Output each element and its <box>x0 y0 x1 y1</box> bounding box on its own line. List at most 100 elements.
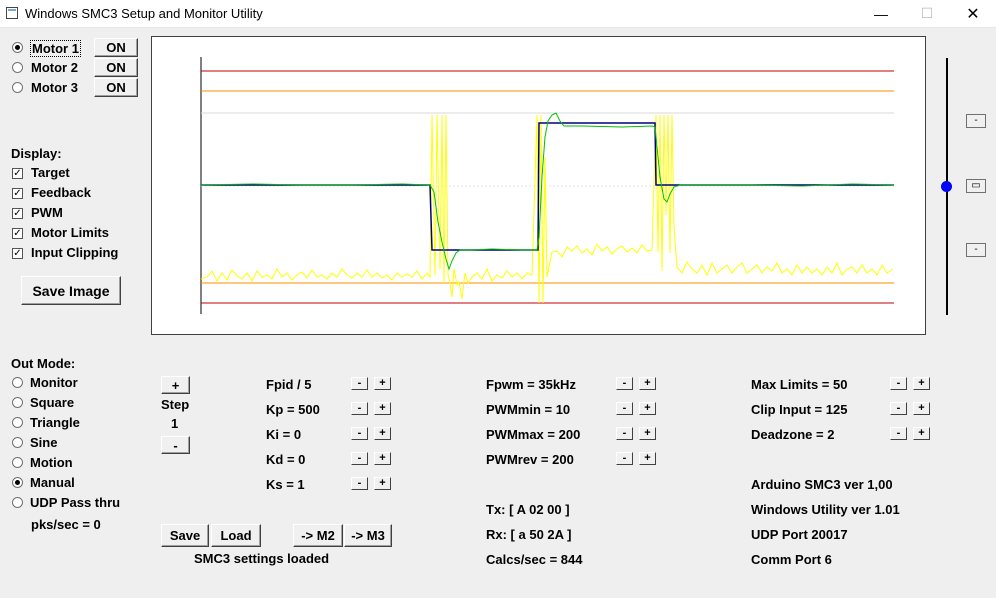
clip-input-label: Clip Input = 125 <box>751 402 848 417</box>
deadzone-minus-button[interactable]: - <box>890 427 907 440</box>
feedback-checkbox[interactable]: ✓ <box>12 188 23 199</box>
maximize-button[interactable]: ☐ <box>904 0 950 27</box>
motor-3-radio[interactable] <box>12 82 23 93</box>
motor-1-label: Motor 1 <box>30 40 81 57</box>
pwmmax-label: PWMmax = 200 <box>486 427 581 442</box>
pwmrev-plus-button[interactable]: + <box>639 452 656 465</box>
mode-udp-radio[interactable] <box>12 497 23 508</box>
utility-version: Windows Utility ver 1.01 <box>751 502 900 517</box>
motor-1-radio[interactable] <box>12 42 23 53</box>
level-slider-thumb[interactable] <box>941 181 952 192</box>
mode-udp-label: UDP Pass thru <box>30 495 121 510</box>
feedback-label: Feedback <box>31 185 91 200</box>
app-icon <box>6 7 18 19</box>
client-area: Motor 1 ON Motor 2 ON Motor 3 ON Display… <box>0 28 996 598</box>
step-plus-button[interactable]: + <box>161 376 190 394</box>
clip-input-minus-button[interactable]: - <box>890 402 907 415</box>
feedback-trace <box>200 112 895 271</box>
kd-label: Kd = 0 <box>266 452 306 467</box>
mode-manual-radio[interactable] <box>12 477 23 488</box>
mode-manual-label: Manual <box>30 475 75 490</box>
pwmmin-plus-button[interactable]: + <box>639 402 656 415</box>
ki-plus-button[interactable]: + <box>374 427 391 440</box>
save-button[interactable]: Save <box>161 524 209 547</box>
motor-3-label: Motor 3 <box>31 80 78 95</box>
load-button[interactable]: Load <box>211 524 261 547</box>
motor-2-label: Motor 2 <box>31 60 78 75</box>
pwm-label: PWM <box>31 205 63 220</box>
kd-minus-button[interactable]: - <box>351 452 368 465</box>
fpwm-minus-button[interactable]: - <box>616 377 633 390</box>
ki-label: Ki = 0 <box>266 427 302 442</box>
max-limits-minus-button[interactable]: - <box>890 377 907 390</box>
close-button[interactable]: ✕ <box>950 0 996 27</box>
max-limits-label: Max Limits = 50 <box>751 377 848 392</box>
step-minus-button[interactable]: - <box>161 436 190 454</box>
clip-input-plus-button[interactable]: + <box>913 402 930 415</box>
title-bar: Windows SMC3 Setup and Monitor Utility —… <box>0 0 996 28</box>
save-image-button[interactable]: Save Image <box>21 276 121 305</box>
comm-port: Comm Port 6 <box>751 552 832 567</box>
maximize-icon: ☐ <box>920 5 934 21</box>
mode-sine-radio[interactable] <box>12 437 23 448</box>
ki-minus-button[interactable]: - <box>351 427 368 440</box>
ks-plus-button[interactable]: + <box>374 477 391 490</box>
fpid-plus-button[interactable]: + <box>374 377 391 390</box>
slider-up-button[interactable]: - <box>966 114 986 128</box>
mode-square-radio[interactable] <box>12 397 23 408</box>
mode-triangle-radio[interactable] <box>12 417 23 428</box>
status-text: SMC3 settings loaded <box>194 551 330 566</box>
motor-limits-checkbox[interactable]: ✓ <box>12 228 23 239</box>
motor-2-on-button[interactable]: ON <box>94 58 138 77</box>
motor-limits-label: Motor Limits <box>31 225 109 240</box>
target-checkbox[interactable]: ✓ <box>12 168 23 179</box>
kd-plus-button[interactable]: + <box>374 452 391 465</box>
fpid-label: Fpid / 5 <box>266 377 312 392</box>
close-icon: ✕ <box>966 5 980 23</box>
pwm-checkbox[interactable]: ✓ <box>12 208 23 219</box>
udp-port: UDP Port 20017 <box>751 527 848 542</box>
pwmrev-label: PWMrev = 200 <box>486 452 574 467</box>
mode-triangle-label: Triangle <box>30 415 80 430</box>
step-label: Step <box>161 397 190 412</box>
max-limits-plus-button[interactable]: + <box>913 377 930 390</box>
minimize-icon: — <box>874 5 888 22</box>
rx-readout: Rx: [ a 50 2A ] <box>486 527 572 542</box>
motor-2-radio[interactable] <box>12 62 23 73</box>
pwmmax-minus-button[interactable]: - <box>616 427 633 440</box>
motor-3-on-button[interactable]: ON <box>94 78 138 97</box>
scope-plot-svg <box>200 57 895 314</box>
ks-minus-button[interactable]: - <box>351 477 368 490</box>
target-label: Target <box>31 165 70 180</box>
kp-plus-button[interactable]: + <box>374 402 391 415</box>
scope-plot <box>151 36 926 335</box>
mode-square-label: Square <box>30 395 75 410</box>
mode-motion-label: Motion <box>30 455 73 470</box>
minimize-button[interactable]: — <box>858 0 904 27</box>
slider-down-button[interactable]: - <box>966 243 986 257</box>
fpwm-plus-button[interactable]: + <box>639 377 656 390</box>
deadzone-plus-button[interactable]: + <box>913 427 930 440</box>
pwmmin-minus-button[interactable]: - <box>616 402 633 415</box>
kp-minus-button[interactable]: - <box>351 402 368 415</box>
motor-1-on-button[interactable]: ON <box>94 38 138 57</box>
deadzone-label: Deadzone = 2 <box>751 427 835 442</box>
mode-monitor-radio[interactable] <box>12 377 23 388</box>
copy-to-m3-button[interactable]: -> M3 <box>344 524 392 547</box>
pks-sec-readout: pks/sec = 0 <box>31 517 101 532</box>
kp-label: Kp = 500 <box>266 402 320 417</box>
arduino-version: Arduino SMC3 ver 1,00 <box>751 477 893 492</box>
mode-motion-radio[interactable] <box>12 457 23 468</box>
input-clipping-checkbox[interactable]: ✓ <box>12 248 23 259</box>
tx-readout: Tx: [ A 02 00 ] <box>486 502 570 517</box>
pwm-trace <box>200 114 894 304</box>
window-title: Windows SMC3 Setup and Monitor Utility <box>25 6 263 21</box>
target-trace <box>201 122 894 251</box>
out-mode-heading: Out Mode: <box>11 356 76 371</box>
slider-center-button[interactable]: ▭ <box>966 179 986 193</box>
fpid-minus-button[interactable]: - <box>351 377 368 390</box>
pwmrev-minus-button[interactable]: - <box>616 452 633 465</box>
ks-label: Ks = 1 <box>266 477 305 492</box>
pwmmax-plus-button[interactable]: + <box>639 427 656 440</box>
copy-to-m2-button[interactable]: -> M2 <box>293 524 343 547</box>
